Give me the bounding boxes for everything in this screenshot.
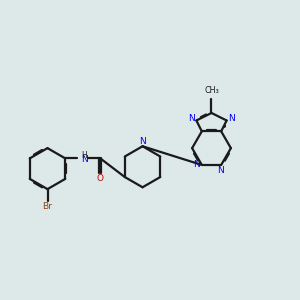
- Text: N: N: [217, 167, 224, 176]
- Text: N: N: [139, 136, 146, 146]
- Text: O: O: [97, 174, 104, 183]
- Text: N: N: [228, 114, 235, 123]
- Text: CH₃: CH₃: [204, 86, 219, 95]
- Text: N: N: [188, 114, 195, 123]
- Text: N: N: [81, 155, 88, 164]
- Text: Br: Br: [43, 202, 52, 211]
- Text: N: N: [194, 160, 200, 169]
- Text: H: H: [81, 151, 87, 160]
